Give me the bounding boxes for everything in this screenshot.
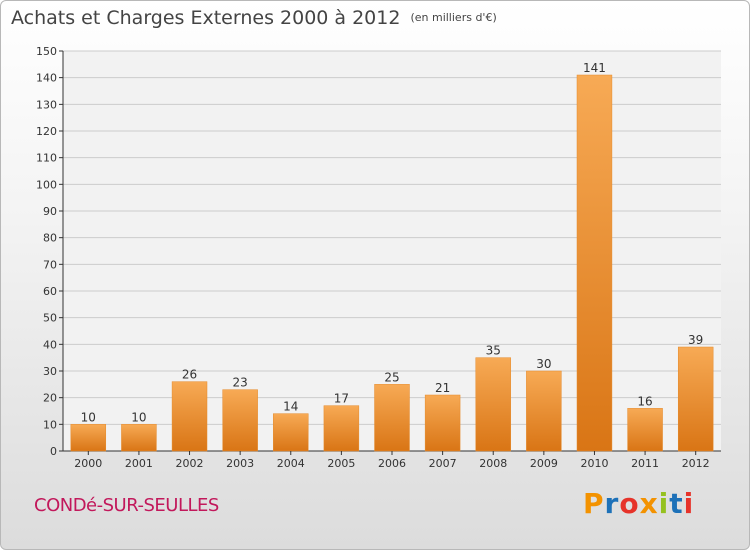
bar: [323, 405, 360, 452]
x-tick-label: 2009: [530, 457, 558, 470]
y-tick-label: 80: [43, 232, 57, 245]
x-tick-label: 2004: [277, 457, 305, 470]
logo-letter: x: [639, 487, 659, 520]
bar: [121, 424, 157, 452]
logo-letter: r: [604, 487, 620, 520]
x-tick-label: 2008: [479, 457, 507, 470]
bar: [70, 424, 107, 452]
x-tick-label: 2010: [580, 457, 608, 470]
bar-value-label: 141: [583, 61, 606, 75]
x-tick-label: 2006: [378, 457, 406, 470]
logo-letter: i: [683, 487, 695, 520]
y-tick-label: 50: [43, 312, 57, 325]
bar: [273, 413, 309, 452]
bar: [424, 394, 461, 452]
y-tick-label: 20: [43, 392, 57, 405]
logo-letter: o: [619, 487, 640, 520]
y-tick-label: 0: [50, 445, 57, 458]
logo-letter: P: [583, 487, 605, 520]
x-tick-label: 2000: [74, 457, 102, 470]
y-tick-label: 70: [43, 258, 57, 271]
bar: [374, 384, 410, 452]
bar-value-label: 17: [334, 392, 349, 406]
bar-value-label: 21: [435, 381, 450, 395]
bar: [627, 408, 663, 452]
y-tick-label: 110: [36, 152, 57, 165]
x-tick-label: 2003: [226, 457, 254, 470]
y-tick-label: 60: [43, 285, 57, 298]
bar: [222, 389, 258, 452]
bar-value-label: 35: [486, 344, 501, 358]
bar-value-label: 10: [131, 410, 146, 424]
y-tick-label: 130: [36, 98, 57, 111]
bar: [576, 74, 613, 452]
x-tick-label: 2001: [125, 457, 153, 470]
chart-unit: (en milliers d'€): [410, 11, 497, 24]
bar-value-label: 26: [182, 368, 197, 382]
bar: [526, 370, 562, 452]
logo-letter: t: [669, 487, 684, 520]
y-tick-label: 140: [36, 72, 57, 85]
bar-value-label: 25: [384, 370, 399, 384]
y-tick-label: 90: [43, 205, 57, 218]
bar-value-label: 39: [688, 333, 703, 347]
chart-title: Achats et Charges Externes 2000 à 2012 (e…: [11, 7, 497, 29]
logo-letter: i: [658, 487, 670, 520]
y-tick-label: 10: [43, 418, 57, 431]
x-tick-label: 2011: [631, 457, 659, 470]
y-tick-label: 100: [36, 178, 57, 191]
commune-name: CONDé-SUR-SEULLES: [34, 495, 219, 516]
bar-value-label: 16: [637, 394, 652, 408]
x-tick-label: 2012: [682, 457, 710, 470]
x-tick-label: 2007: [429, 457, 457, 470]
bar-value-label: 10: [81, 410, 96, 424]
y-tick-label: 40: [43, 338, 57, 351]
bar-value-label: 23: [233, 376, 248, 390]
x-tick-label: 2002: [176, 457, 204, 470]
bar: [475, 357, 511, 452]
bar-value-label: 30: [536, 357, 551, 371]
y-tick-label: 120: [36, 125, 57, 138]
y-tick-label: 150: [36, 45, 57, 58]
bar: [171, 381, 208, 452]
bar-value-label: 14: [283, 400, 298, 414]
y-tick-label: 30: [43, 365, 57, 378]
chart-title-text: Achats et Charges Externes 2000 à 2012: [11, 7, 401, 29]
x-tick-label: 2005: [327, 457, 355, 470]
proxiti-logo: Proxiti: [583, 487, 694, 520]
bar: [677, 346, 714, 452]
